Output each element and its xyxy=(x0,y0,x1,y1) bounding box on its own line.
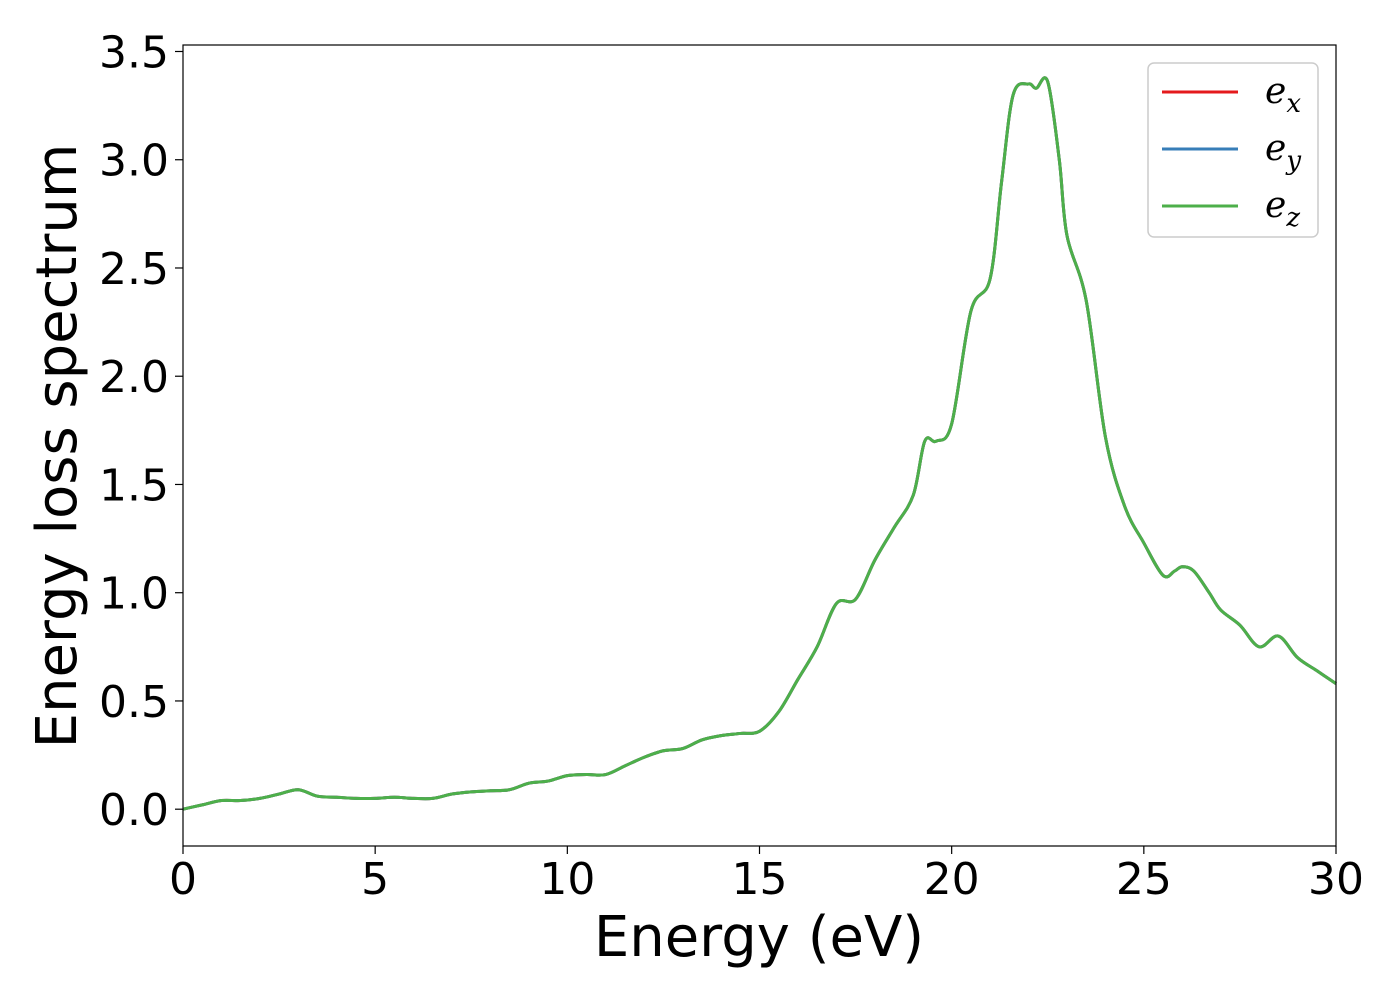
x-tick-label: 30 xyxy=(1308,854,1364,905)
x-axis-ticks: 0 5 10 15 20 25 30 xyxy=(169,846,1364,905)
y-axis-label: Energy loss spectrum xyxy=(25,144,90,749)
x-axis-label: Energy (eV) xyxy=(594,905,924,970)
y-tick-label: 3.5 xyxy=(99,27,169,78)
x-tick-label: 10 xyxy=(539,854,595,905)
x-tick-label: 5 xyxy=(361,854,389,905)
series-line-e-z xyxy=(182,76,1337,811)
x-tick-label: 20 xyxy=(924,854,980,905)
x-tick-label: 0 xyxy=(169,854,197,905)
y-tick-label: 3.0 xyxy=(99,136,169,187)
y-tick-label: 1.0 xyxy=(99,569,169,620)
y-tick-label: 1.5 xyxy=(99,460,169,511)
y-tick-label: 0.5 xyxy=(99,677,169,728)
series-lines xyxy=(182,76,1337,811)
y-tick-label: 0.0 xyxy=(99,785,169,836)
x-tick-label: 25 xyxy=(1116,854,1172,905)
y-tick-label: 2.5 xyxy=(99,244,169,295)
y-axis-ticks: 0.0 0.5 1.0 1.5 2.0 2.5 3.0 3.5 xyxy=(99,27,183,836)
y-tick-label: 2.0 xyxy=(99,352,169,403)
x-tick-label: 15 xyxy=(732,854,788,905)
